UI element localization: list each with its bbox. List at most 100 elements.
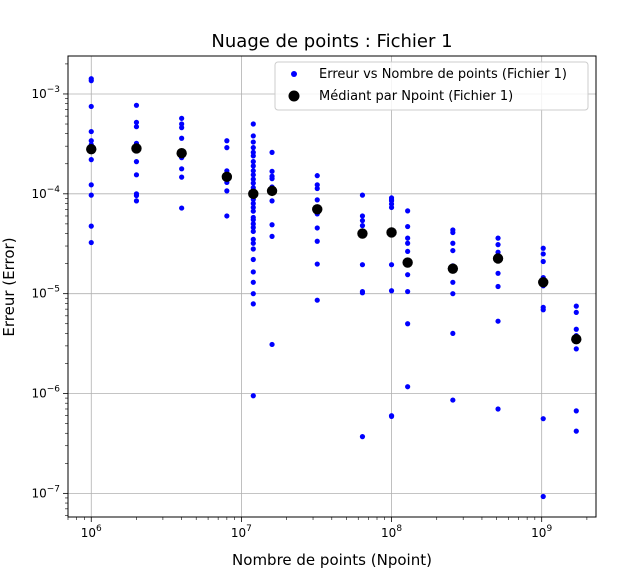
error-points-series <box>88 76 579 500</box>
error-data-point <box>250 200 256 207</box>
legend-label-error-points: Erreur vs Nombre de points (Fichier 1) <box>319 67 567 82</box>
error-data-point <box>405 384 411 390</box>
error-data-point <box>250 221 256 227</box>
error-data-point <box>573 408 579 414</box>
error-data-point <box>314 297 320 303</box>
error-data-point <box>250 256 256 263</box>
error-data-point <box>314 238 320 244</box>
error-data-point <box>405 223 411 230</box>
error-data-point <box>250 240 256 246</box>
error-data-point <box>540 493 546 500</box>
error-data-point <box>405 288 411 295</box>
error-data-point <box>250 121 256 127</box>
error-data-point <box>540 258 546 265</box>
median-data-point <box>266 185 278 197</box>
median-data-point <box>447 263 459 274</box>
error-data-point <box>133 119 140 125</box>
error-data-point <box>495 242 501 248</box>
error-data-point <box>450 240 456 246</box>
error-data-point <box>495 406 501 412</box>
median-data-point <box>492 253 504 264</box>
error-data-point <box>133 102 140 108</box>
plot-frame <box>67 55 597 518</box>
error-data-point <box>224 188 230 194</box>
error-data-point <box>179 115 185 121</box>
error-data-point <box>250 236 256 242</box>
error-data-point <box>495 270 501 276</box>
median-data-point <box>131 143 142 154</box>
median-data-point <box>357 228 368 239</box>
error-data-point <box>388 288 395 294</box>
error-data-point <box>405 208 411 214</box>
error-data-point <box>250 159 256 165</box>
error-data-point <box>450 291 456 297</box>
legend-marker-median <box>288 90 300 102</box>
error-data-point <box>540 416 546 422</box>
error-data-point <box>250 269 256 275</box>
x-tick-label: 108 <box>381 524 402 540</box>
error-data-point <box>359 213 366 219</box>
error-data-point <box>269 222 275 228</box>
error-data-point <box>133 124 140 130</box>
legend-label-median: Médiant par Npoint (Fichier 1) <box>319 89 513 104</box>
error-data-point <box>495 283 501 290</box>
y-tick-label: 10−4 <box>31 185 60 201</box>
median-data-point <box>86 143 97 155</box>
error-data-point <box>359 290 366 296</box>
error-data-point <box>250 163 256 169</box>
error-data-point <box>88 138 94 144</box>
error-data-point <box>224 138 230 144</box>
y-axis-ticks: 10−7 10−6 10−5 10−4 10−3 <box>31 85 68 500</box>
error-data-point <box>269 198 275 204</box>
median-data-point <box>176 148 187 159</box>
error-data-point <box>250 291 256 297</box>
error-data-point <box>250 246 256 252</box>
x-tick-label: 106 <box>81 524 102 540</box>
error-data-point <box>133 159 140 165</box>
error-data-point <box>405 248 411 255</box>
x-tick-label: 107 <box>231 524 252 540</box>
legend-marker-error-points <box>291 71 297 77</box>
median-data-point <box>248 188 259 200</box>
error-data-point <box>250 217 256 223</box>
error-data-point <box>250 168 256 174</box>
error-data-point <box>405 321 411 327</box>
y-tick-label: 10−7 <box>31 484 60 500</box>
error-data-point <box>359 192 366 198</box>
error-data-point <box>405 240 411 246</box>
error-data-point <box>133 198 140 204</box>
median-points-series <box>86 143 582 345</box>
error-data-point <box>250 301 256 307</box>
median-data-point <box>312 204 323 215</box>
error-data-point <box>88 182 94 188</box>
error-data-point <box>495 235 501 241</box>
chart-title: Nuage de points : Fichier 1 <box>211 31 452 52</box>
error-data-point <box>250 228 256 235</box>
median-data-point <box>386 227 397 238</box>
error-data-point <box>88 78 94 84</box>
error-data-point <box>179 205 185 211</box>
error-data-point <box>179 121 185 127</box>
error-data-point <box>224 145 230 151</box>
error-data-point <box>250 279 256 285</box>
y-tick-label: 10−3 <box>31 85 60 101</box>
y-axis-label: Erreur (Error) <box>0 237 18 336</box>
error-data-point <box>250 153 256 159</box>
error-data-point <box>88 192 94 198</box>
error-data-point <box>250 176 256 182</box>
error-data-point <box>88 157 94 163</box>
error-data-point <box>250 393 256 399</box>
error-data-point <box>250 139 256 145</box>
median-data-point <box>221 171 233 183</box>
error-data-point <box>269 168 275 174</box>
error-data-point <box>573 309 579 315</box>
error-data-point <box>250 180 256 186</box>
error-data-point <box>269 176 275 182</box>
error-data-point <box>88 223 94 229</box>
error-data-point <box>540 245 546 251</box>
error-data-point <box>269 149 275 155</box>
error-data-point <box>540 307 546 313</box>
error-data-point <box>573 326 579 332</box>
error-data-point <box>179 174 185 180</box>
